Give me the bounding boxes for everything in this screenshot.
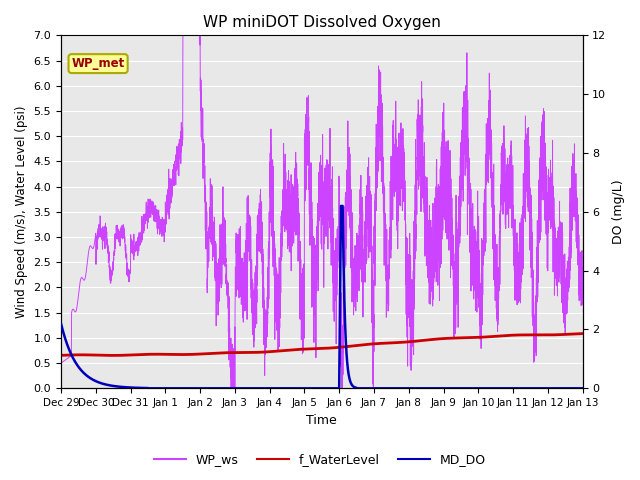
Title: WP miniDOT Dissolved Oxygen: WP miniDOT Dissolved Oxygen bbox=[203, 15, 441, 30]
X-axis label: Time: Time bbox=[307, 414, 337, 427]
Legend: WP_ws, f_WaterLevel, MD_DO: WP_ws, f_WaterLevel, MD_DO bbox=[149, 448, 491, 471]
Y-axis label: DO (mg/L): DO (mg/L) bbox=[612, 180, 625, 244]
Text: WP_met: WP_met bbox=[72, 57, 125, 70]
Y-axis label: Wind Speed (m/s), Water Level (psi): Wind Speed (m/s), Water Level (psi) bbox=[15, 106, 28, 318]
